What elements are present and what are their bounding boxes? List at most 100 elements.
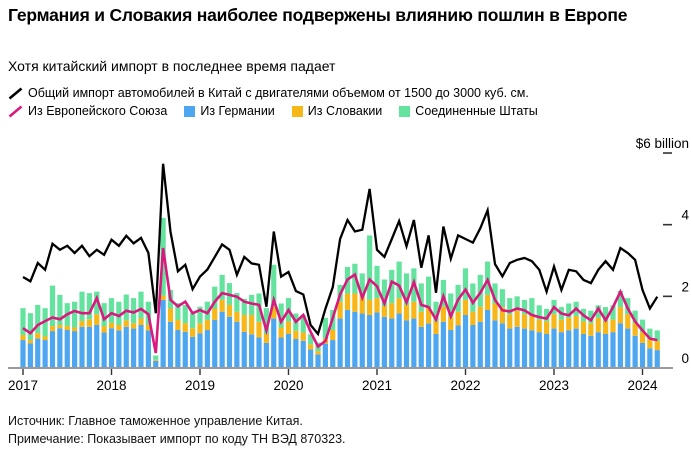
bar-segment-germany [603,333,609,368]
bar-segment-us [566,303,572,318]
bar-segment-slovakia [462,299,469,315]
bar-segment-germany [308,349,314,368]
bar-segment-germany [544,333,550,368]
bar-segment-germany [35,338,41,368]
legend-germany-label: Из Германии [200,104,275,118]
bar-segment-germany [263,342,269,368]
x-tick-label: 2021 [362,378,392,393]
bar-segment-germany [167,321,174,368]
bar-segment-slovakia [190,328,196,337]
bar-segment-slovakia [455,311,461,326]
bar-segment-us [374,265,380,299]
bar-segment-us [86,293,92,320]
bar-segment-germany [322,343,328,368]
bar-segment-germany [521,328,528,368]
bar-segment-germany [514,326,520,368]
bar-segment-germany [145,330,151,368]
x-tick-label: 2018 [96,378,126,393]
y-tick-label: 0 [681,351,689,366]
bar-segment-slovakia [160,295,166,300]
bar-segment-us [536,305,542,320]
bar-segment-slovakia [344,293,351,310]
legend-slovakia-label: Из Словакии [307,104,383,118]
total-line-swatch-icon [8,87,23,99]
x-tick-label: 2024 [627,378,658,393]
legend-item-us: Соединенные Штаты [399,104,538,118]
bar-segment-slovakia [278,327,284,338]
bar-segment-germany [94,325,100,368]
bar-segment-us [27,313,33,341]
bar-segment-germany [359,313,365,368]
bar-segment-germany [617,323,623,368]
bar-segment-germany [418,326,424,368]
bar-segment-slovakia [639,332,646,343]
bar-segment-germany [64,330,70,368]
bar-segment-slovakia [241,314,247,332]
bar-segment-germany [580,333,587,368]
bar-segment-us [57,294,63,326]
bar-segment-slovakia [492,303,498,321]
bar-segment-germany [57,328,63,368]
bar-segment-germany [374,312,380,368]
bar-segment-slovakia [573,316,579,329]
bar-segment-slovakia [20,335,26,341]
bar-segment-germany [403,320,410,368]
bar-segment-slovakia [544,321,550,334]
bar-segment-us [308,334,314,345]
bar-segment-germany [448,330,454,368]
x-tick-label: 2017 [8,378,38,393]
bar-segment-germany [647,348,653,368]
bar-segment-germany [551,328,557,368]
bar-segment-germany [20,340,26,368]
bar-segment-slovakia [359,296,365,314]
bar-segment-germany [300,340,306,368]
bar-segment-germany [499,323,505,368]
slovakia-swatch-icon [291,105,303,117]
bar-segment-germany [241,331,247,368]
bar-segment-germany [367,314,373,368]
bar-segment-slovakia [647,339,653,349]
bar-segment-slovakia [595,317,601,333]
bar-segment-us [610,305,616,320]
bar-segment-us [470,283,476,312]
bar-segment-germany [352,311,358,368]
us-swatch-icon [399,105,411,117]
bar-segment-germany [426,323,432,368]
legend-total-label: Общий импорт автомобилей в Китай с двига… [28,86,529,100]
bar-segment-us [603,307,609,322]
bar-segment-germany [153,360,159,368]
bar-segment-germany [470,325,476,368]
legend-eu-label: Из Европейского Союза [28,104,168,118]
y-axis-unit-label: $6 billion [636,136,689,151]
bar-segment-germany [49,331,56,368]
bar-segment-us [190,313,196,329]
bar-segment-slovakia [249,314,255,335]
bar-segment-slovakia [79,321,85,327]
bar-segment-slovakia [263,333,269,343]
bar-segment-us [514,296,520,311]
bar-segment-germany [337,318,343,368]
bar-segment-germany [588,335,594,368]
bar-segment-us [322,317,328,339]
bar-segment-germany [27,343,33,368]
bar-segment-germany [234,321,240,368]
bar-segment-germany [175,330,181,368]
bar-segment-germany [492,320,498,368]
bar-segment-slovakia [234,311,240,322]
bar-segment-slovakia [470,311,476,326]
bar-segment-us [212,286,218,309]
bar-segment-slovakia [588,323,594,336]
bar-segment-us [632,310,638,324]
bar-segment-us [182,304,188,324]
bar-segment-germany [381,316,387,368]
bar-segment-slovakia [389,303,395,319]
bar-segment-us [389,269,395,304]
bar-segment-germany [278,337,284,368]
y-tick-label: 2 [681,279,689,294]
page-title: Германия и Словакия наиболее подвержены … [8,5,628,25]
bar-segment-us [381,279,387,307]
bar-segment-germany [226,316,233,368]
legend-row-series: Из Европейского Союза Из Германии Из Сло… [8,104,686,118]
bar-segment-slovakia [507,314,513,329]
